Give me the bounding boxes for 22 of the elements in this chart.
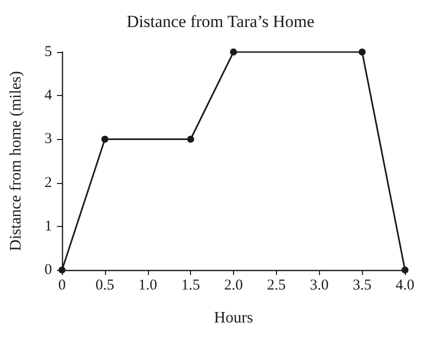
x-tick-label: 3.5 — [352, 278, 372, 294]
y-axis-title: Distance from home (miles) — [8, 71, 24, 251]
x-tick-label: 2.5 — [267, 278, 286, 294]
chart-title: Distance from Tara’s Home — [126, 12, 314, 31]
x-tick-label: 1.5 — [181, 278, 200, 294]
x-tick-label: 0 — [58, 278, 66, 294]
point — [101, 136, 108, 143]
y-tick-label: 2 — [44, 174, 52, 191]
y-tick-label: 1 — [44, 218, 52, 234]
y-tick-label: 4 — [44, 88, 52, 104]
x-tick-label: 2.0 — [224, 278, 243, 294]
x-tick-label: 1.0 — [138, 278, 158, 294]
y-tick-label: 3 — [44, 131, 52, 148]
x-tick-label: 3.0 — [310, 278, 329, 294]
x-tick-label: 0.5 — [96, 278, 114, 294]
point — [187, 136, 194, 143]
point — [358, 48, 366, 56]
y-tick-label: 5 — [44, 44, 52, 60]
point — [230, 48, 237, 56]
y-tick-label: 0 — [44, 262, 52, 278]
x-axis-title: Hours — [214, 310, 254, 326]
x-tick-label: 4.0 — [396, 278, 414, 294]
